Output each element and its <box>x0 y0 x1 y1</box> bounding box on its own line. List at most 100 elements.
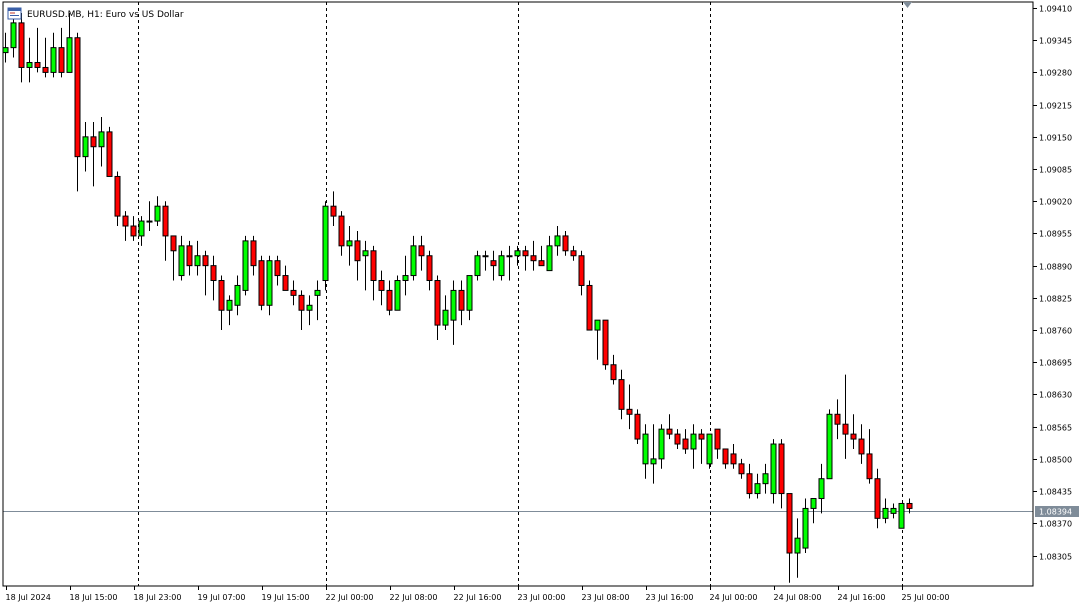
candle <box>842 374 849 459</box>
candle <box>770 439 777 504</box>
candle <box>186 240 193 276</box>
candle-body-bear <box>530 255 537 262</box>
candles <box>2 8 913 583</box>
candle-body-bull <box>826 413 833 480</box>
time-tick-label: 18 Jul 23:00 <box>134 593 182 602</box>
candle-body-bear <box>674 433 681 445</box>
candle <box>714 428 721 459</box>
candle-body-bull <box>402 275 409 282</box>
candle <box>378 270 385 306</box>
candle <box>306 295 313 326</box>
candle-body-bull <box>706 433 713 465</box>
candle-body-bull <box>450 289 457 321</box>
price-tick-label: 1.08760 <box>1039 327 1072 336</box>
candle <box>138 216 145 246</box>
candle <box>66 12 73 73</box>
shift-marker-icon[interactable] <box>903 2 912 8</box>
candle <box>482 250 489 271</box>
candle-body-bull <box>2 47 9 54</box>
candle <box>442 295 449 331</box>
candle <box>602 319 609 370</box>
candle <box>314 280 321 321</box>
price-tick-label: 1.09150 <box>1039 134 1072 143</box>
candle-body-bear <box>586 284 593 331</box>
candle-body-bull <box>314 289 321 296</box>
candle-body-bull <box>498 255 505 277</box>
candle-body-bear <box>626 408 633 415</box>
candle <box>178 235 185 281</box>
candle-body-bull <box>690 433 697 450</box>
candle <box>554 226 561 256</box>
candle <box>802 498 809 554</box>
candle <box>354 230 361 281</box>
candle <box>410 235 417 281</box>
candle-body-bear <box>370 250 377 282</box>
candle-body-bull <box>394 280 401 311</box>
candle <box>34 27 41 73</box>
candle-body-bull <box>26 62 33 68</box>
candle <box>362 240 369 291</box>
candle-body-bear <box>578 255 585 286</box>
candle <box>730 444 737 469</box>
candle-body-bull <box>898 502 905 529</box>
candle <box>226 295 233 326</box>
candle-body-bear <box>418 245 425 257</box>
time-tick-label: 18 Jul 15:00 <box>70 593 118 602</box>
price-tick-label: 1.08825 <box>1039 295 1072 304</box>
candle-body-bear <box>330 205 337 217</box>
candle-body-bear <box>778 443 785 495</box>
price-tick-label: 1.08890 <box>1039 263 1072 272</box>
candle <box>466 275 473 321</box>
price-axis[interactable]: 1.09410 1.09345 1.09280 1.09215 1.09150 1.090… <box>1033 5 1079 562</box>
candle <box>898 502 905 529</box>
current-price-box <box>1035 506 1079 517</box>
time-axis[interactable]: 18 Jul 2024 18 Jul 15:00 18 Jul 23:00 19 Ju… <box>6 586 950 602</box>
candle-body-bear <box>170 235 177 252</box>
candle <box>866 429 873 484</box>
candle-body-bear <box>130 225 137 237</box>
candle <box>794 518 801 578</box>
candle-body-bear <box>874 478 881 519</box>
candle-body-bull <box>10 22 17 49</box>
candle-body-bear <box>562 235 569 252</box>
candle-body-bear <box>34 62 41 68</box>
candle <box>218 275 225 331</box>
price-tick-label: 1.08565 <box>1039 424 1072 433</box>
candle-body-bull <box>466 275 473 311</box>
candle <box>530 240 537 271</box>
candle <box>74 32 81 192</box>
candle <box>594 319 601 360</box>
candle <box>626 384 633 430</box>
candle <box>834 399 841 440</box>
candle <box>290 280 297 306</box>
time-tick-label: 19 Jul 07:00 <box>198 593 246 602</box>
candle-body-bear <box>834 413 841 425</box>
candle <box>346 226 353 266</box>
candle <box>394 275 401 311</box>
candle <box>50 32 57 78</box>
candle-body-bear <box>74 37 81 158</box>
time-tick-label: 24 Jul 00:00 <box>710 593 758 602</box>
candle-body-bull <box>810 498 817 509</box>
candle-body-bear <box>858 438 865 455</box>
candle <box>242 235 249 296</box>
candle <box>890 503 897 519</box>
price-tick-label: 1.09280 <box>1039 69 1072 78</box>
candle <box>754 473 761 499</box>
candle <box>690 424 697 469</box>
candle <box>122 211 129 241</box>
candle <box>514 245 521 266</box>
candle <box>522 245 529 271</box>
candle-body-bear <box>458 289 465 311</box>
candle <box>338 211 345 256</box>
candle <box>210 255 217 301</box>
price-tick-label: 1.08500 <box>1039 456 1072 465</box>
price-tick-label: 1.08630 <box>1039 391 1072 400</box>
candle-body-bull <box>98 131 105 148</box>
candle-body-bear <box>618 379 625 410</box>
candle <box>266 255 273 316</box>
candle-body-bull <box>410 245 417 277</box>
candle <box>786 493 793 583</box>
